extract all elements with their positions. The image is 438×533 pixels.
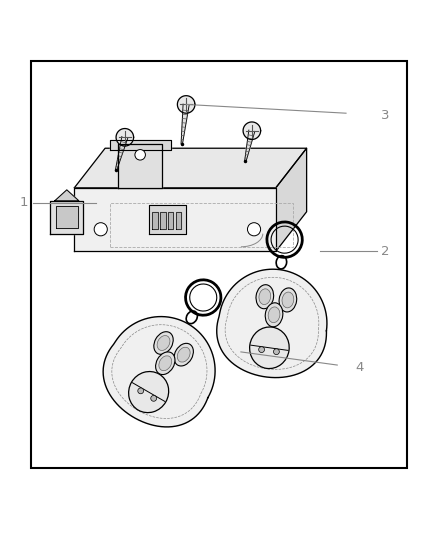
Polygon shape (181, 104, 189, 144)
Bar (31, 61, 407, 468)
Circle shape (273, 349, 279, 354)
Polygon shape (244, 130, 255, 161)
Polygon shape (276, 148, 307, 251)
Ellipse shape (177, 347, 190, 362)
Polygon shape (177, 96, 195, 113)
Polygon shape (243, 122, 261, 140)
Ellipse shape (159, 356, 172, 370)
Polygon shape (55, 190, 79, 201)
Circle shape (138, 388, 144, 394)
Text: 4: 4 (355, 361, 364, 374)
Polygon shape (149, 205, 186, 233)
Text: 3: 3 (381, 109, 390, 122)
Polygon shape (103, 317, 215, 427)
Text: 2: 2 (381, 245, 390, 257)
Polygon shape (110, 140, 171, 150)
Ellipse shape (279, 288, 297, 312)
Bar (110, 203, 293, 247)
Ellipse shape (157, 336, 170, 351)
Circle shape (94, 223, 107, 236)
Ellipse shape (174, 343, 194, 366)
Ellipse shape (154, 332, 173, 354)
Polygon shape (116, 128, 134, 146)
Polygon shape (160, 212, 166, 229)
Ellipse shape (265, 303, 283, 327)
Circle shape (259, 346, 265, 352)
Ellipse shape (268, 307, 280, 322)
Ellipse shape (282, 292, 294, 308)
Ellipse shape (129, 372, 169, 413)
Circle shape (151, 395, 157, 401)
Polygon shape (115, 136, 128, 171)
Polygon shape (152, 212, 158, 229)
Polygon shape (50, 201, 83, 233)
Ellipse shape (155, 352, 175, 375)
Polygon shape (176, 212, 181, 229)
Ellipse shape (256, 285, 274, 309)
Polygon shape (74, 188, 276, 251)
Polygon shape (56, 206, 78, 229)
Text: 1: 1 (20, 197, 28, 209)
Polygon shape (217, 269, 327, 377)
Ellipse shape (259, 289, 271, 304)
Circle shape (135, 150, 145, 160)
Polygon shape (118, 144, 162, 188)
Polygon shape (74, 148, 307, 188)
Polygon shape (168, 212, 173, 229)
Ellipse shape (250, 327, 289, 368)
Circle shape (247, 223, 261, 236)
